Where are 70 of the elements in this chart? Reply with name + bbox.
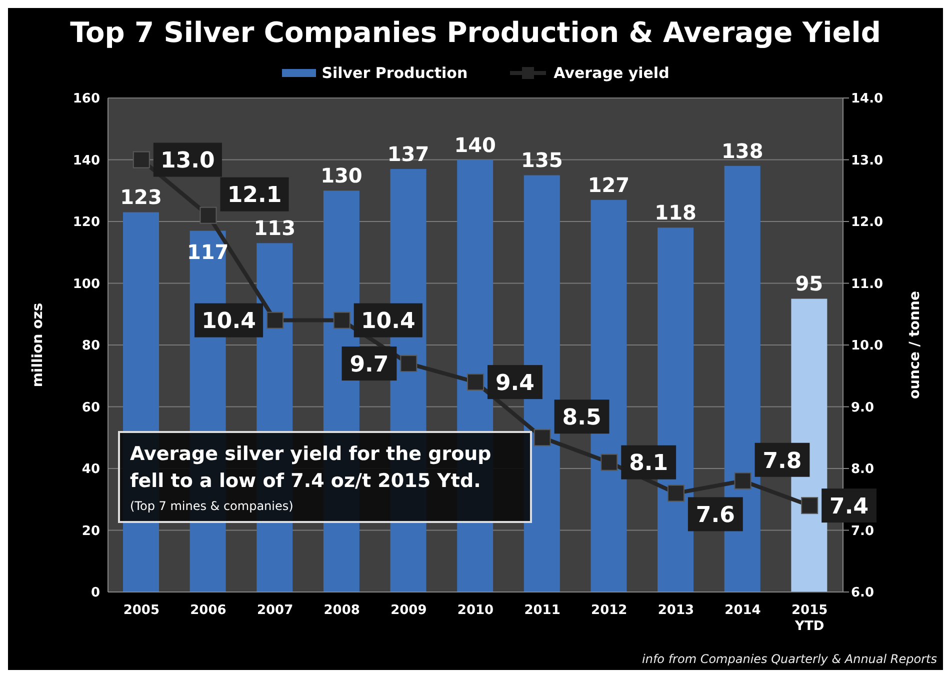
data-label: 140 bbox=[454, 132, 496, 157]
data-label: 10.4 bbox=[202, 309, 256, 334]
y-tick-label: 100 bbox=[72, 276, 100, 292]
data-label: 135 bbox=[521, 148, 563, 172]
y2-tick-label: 8.0 bbox=[851, 462, 874, 478]
data-label: 130 bbox=[320, 164, 362, 188]
x-tick-label: 2013 bbox=[658, 603, 694, 618]
data-label: 127 bbox=[588, 172, 630, 197]
annotation: (Top 7 mines & companies) bbox=[130, 499, 294, 513]
data-label: 113 bbox=[254, 216, 296, 240]
data-label: 123 bbox=[120, 185, 162, 210]
point bbox=[400, 355, 418, 372]
y2-axis-title: ounce / tonne bbox=[906, 291, 923, 399]
data-label: 7.4 bbox=[830, 494, 869, 520]
x-tick-label: 2010 bbox=[457, 603, 494, 618]
point bbox=[534, 429, 551, 446]
y-axis-title: million ozs bbox=[30, 302, 46, 388]
y2-tick-label: 9.0 bbox=[851, 400, 874, 416]
data-label: 13.0 bbox=[160, 148, 215, 174]
x-tick-label: 2012 bbox=[591, 603, 628, 618]
annotation: Average silver yield for the group fell to a low of 7.4 oz/t 2015 Ytd. bbox=[130, 442, 492, 494]
data-label: 9.4 bbox=[495, 370, 534, 396]
data-label: 118 bbox=[654, 200, 696, 225]
y-tick-label: 0 bbox=[90, 586, 100, 601]
point bbox=[600, 454, 618, 471]
data-label: 7.8 bbox=[762, 448, 802, 474]
x-tick-label: 2015 YTD bbox=[791, 603, 828, 634]
point bbox=[667, 484, 684, 502]
x-tick-label: 2011 bbox=[524, 603, 560, 618]
y-tick-label: 40 bbox=[82, 462, 100, 478]
x-tick-label: 2014 bbox=[724, 603, 761, 618]
chart-title: Top 7 Silver Companies Production & Average Yield bbox=[69, 15, 882, 51]
data-label: 7.6 bbox=[696, 503, 735, 528]
y2-tick-label: 14.0 bbox=[851, 92, 884, 107]
y-tick-label: 160 bbox=[72, 92, 100, 107]
text: info from Companies Quarterly & Annual Reports bbox=[642, 652, 937, 666]
y-tick-label: 120 bbox=[72, 215, 100, 230]
data-label: 12.1 bbox=[227, 183, 282, 208]
data-label: 8.5 bbox=[562, 406, 602, 431]
x-tick-label: 2008 bbox=[324, 603, 360, 618]
y-tick-label: 60 bbox=[82, 400, 100, 416]
data-label: 137 bbox=[387, 142, 430, 166]
y-tick-label: 140 bbox=[72, 153, 100, 168]
y-tick-label: 80 bbox=[82, 338, 100, 354]
point bbox=[801, 497, 818, 514]
point bbox=[467, 374, 484, 391]
x-tick-label: 2005 bbox=[123, 603, 160, 618]
x-tick-label: 2006 bbox=[190, 603, 226, 618]
y2-tick-label: 7.0 bbox=[851, 524, 874, 539]
data-label: 9.7 bbox=[350, 352, 389, 378]
note-box: Average silver yield for the group fell to a low of 7.4 oz/t 2015 Ytd. (Top 7 mines & companies) bbox=[118, 431, 532, 523]
x-tick-label: 2009 bbox=[390, 603, 427, 618]
data-label: 138 bbox=[721, 138, 764, 163]
y2-tick-label: 6.0 bbox=[851, 586, 874, 601]
y2-tick-label: 11.0 bbox=[851, 276, 884, 292]
point bbox=[200, 206, 217, 224]
legend-label: Average yield bbox=[554, 64, 670, 82]
data-label: 95 bbox=[795, 272, 824, 296]
data-label: 10.4 bbox=[361, 309, 416, 334]
point bbox=[266, 312, 284, 329]
y2-tick-label: 12.0 bbox=[851, 215, 884, 230]
y-tick-label: 20 bbox=[82, 524, 100, 539]
legend-label: Silver Production bbox=[322, 64, 468, 82]
point bbox=[333, 312, 350, 329]
point bbox=[132, 151, 150, 168]
x-tick-label: 2007 bbox=[256, 603, 294, 618]
data-label: 8.1 bbox=[629, 451, 668, 476]
point bbox=[734, 472, 752, 490]
y2-tick-label: 10.0 bbox=[851, 338, 884, 354]
y2-tick-label: 13.0 bbox=[851, 153, 884, 168]
